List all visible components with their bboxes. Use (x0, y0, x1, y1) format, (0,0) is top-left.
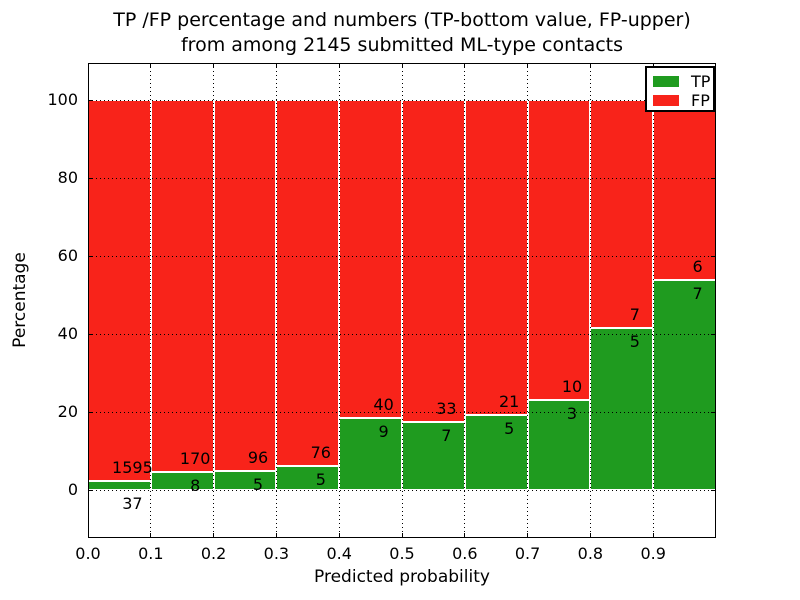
x-tick-mark (213, 64, 215, 68)
bar-fp-segment (150, 100, 214, 473)
bar-fp-segment (527, 100, 591, 400)
bar-tp-count-label: 8 (190, 476, 201, 496)
gridline-vertical (213, 63, 215, 538)
x-tick-mark (401, 533, 403, 537)
x-tick-mark (150, 64, 152, 68)
bar-tp-count-label: 5 (504, 419, 515, 438)
bar-fp-count-label: 21 (499, 392, 520, 411)
legend-item: TP (653, 72, 713, 91)
x-tick-mark (275, 533, 277, 537)
x-tick-mark (338, 64, 340, 68)
x-tick-mark (338, 533, 340, 537)
gridline-vertical (652, 63, 654, 538)
x-tick-mark (213, 533, 215, 537)
x-tick-label: 0.7 (514, 544, 541, 563)
y-tick-label: 20 (57, 402, 78, 421)
y-tick-label: 80 (57, 168, 78, 187)
bar-fp-count-label: 96 (247, 447, 269, 467)
y-tick-mark (89, 333, 93, 335)
x-tick-mark (527, 64, 529, 68)
x-tick-mark (275, 64, 277, 68)
x-tick-mark (150, 533, 152, 537)
bar-fp-segment (339, 100, 402, 419)
bar-tp-count-label: 7 (692, 284, 703, 303)
bar-fp-segment (653, 100, 716, 280)
gridline-vertical (527, 63, 529, 538)
gridline-vertical (464, 63, 466, 538)
x-tick-mark (401, 64, 403, 68)
legend-item-label: FP (691, 91, 710, 110)
y-tick-mark (711, 177, 715, 179)
bar-tp-count-label: 37 (122, 494, 143, 513)
plot-area: 1595 37 170 8 96 5 76 5 40 9 33 7 21 5 10 3 7 5 6 7 (88, 63, 716, 538)
y-tick-label: 0 (67, 480, 78, 499)
y-tick-mark (89, 99, 93, 101)
x-tick-mark (527, 533, 529, 537)
y-tick-mark (711, 411, 715, 413)
bar-fp-count-label: 76 (310, 442, 331, 462)
x-tick-label: 0.4 (326, 544, 352, 563)
bar-fp-count-label: 33 (436, 398, 457, 418)
bar-fp-segment (464, 100, 528, 415)
fp-color-swatch (653, 95, 679, 106)
x-tick-label: 0.0 (75, 544, 101, 563)
gridline-vertical (589, 63, 591, 538)
x-tick-label: 0.3 (263, 544, 290, 563)
y-tick-mark (711, 255, 715, 257)
gridline-vertical (401, 63, 403, 538)
chart-title-line2: from among 2145 submitted ML-type contac… (180, 34, 624, 56)
x-tick-label: 0.8 (577, 544, 604, 563)
x-axis-label: Predicted probability (314, 567, 490, 587)
y-tick-mark (711, 489, 715, 491)
y-tick-mark (89, 489, 93, 491)
tp-color-swatch (653, 76, 679, 87)
x-tick-mark (652, 533, 654, 537)
x-tick-label: 0.1 (138, 544, 164, 563)
y-tick-mark (89, 255, 93, 257)
bar-tp-count-label: 9 (378, 422, 389, 442)
gridline-vertical (275, 63, 277, 538)
bar-fp-segment (402, 100, 465, 422)
x-tick-mark (88, 64, 89, 68)
x-tick-label: 0.2 (200, 544, 227, 563)
bar-fp-count-label: 7 (629, 304, 640, 324)
x-tick-label: 0.5 (389, 544, 415, 563)
y-tick-label: 60 (57, 246, 78, 265)
gridline-vertical (150, 63, 152, 538)
bar-fp-count-label: 1595 (112, 458, 153, 478)
y-tick-label: 100 (47, 90, 78, 109)
x-tick-label: 0.6 (452, 544, 478, 563)
bar-fp-count-label: 170 (179, 449, 211, 469)
bar-fp-segment (213, 100, 277, 471)
legend-item-label: TP (691, 72, 711, 91)
x-tick-mark (589, 64, 591, 68)
y-axis-label: Percentage (10, 252, 30, 348)
gridline-vertical (338, 63, 340, 538)
y-tick-mark (89, 177, 93, 179)
bar-fp-segment (88, 100, 151, 482)
bar-tp-count-label: 3 (566, 404, 578, 423)
bar-tp-count-label: 5 (252, 474, 264, 494)
x-tick-mark (589, 533, 591, 537)
bar-fp-segment (590, 100, 654, 328)
x-tick-mark (464, 533, 466, 537)
bar-fp-count-label: 40 (373, 395, 394, 415)
chart-title: TP /FP percentage and numbers (TP-bottom… (88, 8, 716, 58)
legend-item: FP (653, 91, 713, 110)
y-tick-label: 40 (57, 324, 78, 343)
bar-tp-count-label: 5 (315, 469, 326, 489)
bar-tp-count-label: 5 (629, 331, 640, 351)
bar-tp-count-label: 7 (441, 425, 452, 445)
x-tick-label: 0.9 (640, 544, 666, 563)
x-tick-mark (88, 533, 89, 537)
bar-fp-count-label: 10 (561, 377, 583, 396)
y-tick-mark (711, 333, 715, 335)
y-tick-mark (89, 411, 93, 413)
chart-title-line1: TP /FP percentage and numbers (TP-bottom… (113, 9, 691, 31)
legend: TP FP (645, 66, 715, 112)
bar-fp-count-label: 6 (692, 257, 703, 276)
x-tick-mark (464, 64, 466, 68)
